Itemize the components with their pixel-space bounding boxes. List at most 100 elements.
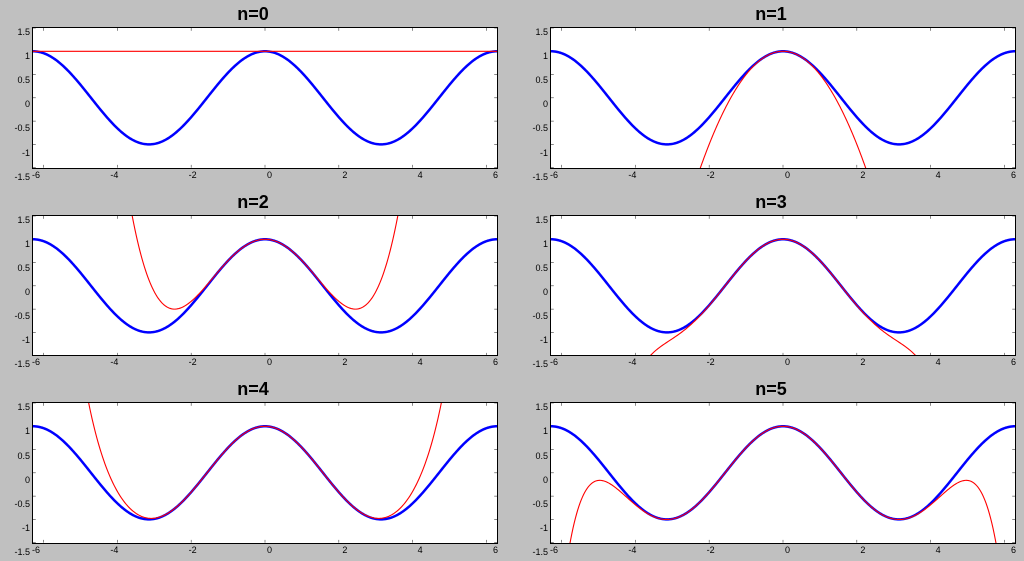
x-tick-label: 2 — [342, 545, 347, 557]
y-tick-label: 0 — [8, 475, 30, 485]
y-tick-label: -0.5 — [526, 311, 548, 321]
y-tick-label: -1.5 — [526, 359, 548, 369]
x-tick-label: -6 — [550, 545, 558, 557]
y-axis-labels: 1.510.50-0.5-1-1.5 — [8, 27, 32, 182]
x-tick-label: -4 — [628, 545, 636, 557]
taylor-line — [611, 239, 954, 355]
x-tick-label: -2 — [707, 357, 715, 369]
subplot-n1: n=1 1.510.50-0.5-1-1.5 -6-4-20246 — [526, 4, 1016, 182]
y-tick-label: 1 — [8, 51, 30, 61]
y-tick-label: -1.5 — [526, 547, 548, 557]
x-tick-label: -6 — [32, 170, 40, 182]
y-tick-label: 1.5 — [8, 402, 30, 412]
y-tick-label: -1 — [526, 335, 548, 345]
subplot-title: n=5 — [526, 379, 1016, 400]
x-axis-labels: -6-4-20246 — [32, 544, 498, 557]
x-axis-labels: -6-4-20246 — [550, 544, 1016, 557]
plot-area: 1.510.50-0.5-1-1.5 -6-4-20246 — [526, 402, 1016, 557]
x-tick-label: -2 — [707, 170, 715, 182]
x-tick-label: 0 — [785, 357, 790, 369]
y-axis-labels: 1.510.50-0.5-1-1.5 — [526, 215, 550, 370]
y-tick-label: 1.5 — [8, 27, 30, 37]
cosine-line — [551, 239, 1015, 332]
y-tick-label: 0 — [8, 287, 30, 297]
x-axis-labels: -6-4-20246 — [32, 169, 498, 182]
y-tick-label: -1.5 — [8, 359, 30, 369]
subplot-title: n=4 — [8, 379, 498, 400]
y-tick-label: 1.5 — [526, 27, 548, 37]
x-tick-label: -2 — [707, 545, 715, 557]
y-tick-label: -1 — [526, 523, 548, 533]
plot-canvas — [550, 402, 1016, 544]
plot-canvas — [32, 402, 498, 544]
x-tick-label: 2 — [860, 357, 865, 369]
y-tick-label: -0.5 — [526, 499, 548, 509]
cosine-line — [551, 51, 1015, 144]
x-tick-label: 4 — [418, 357, 423, 369]
taylor-line — [70, 403, 460, 518]
x-tick-label: 4 — [418, 170, 423, 182]
x-tick-label: -4 — [628, 357, 636, 369]
taylor-line — [554, 427, 1011, 543]
y-tick-label: -1.5 — [8, 547, 30, 557]
y-tick-label: -1 — [526, 148, 548, 158]
cosine-line — [551, 427, 1015, 520]
x-tick-label: -4 — [628, 170, 636, 182]
x-tick-label: 0 — [785, 545, 790, 557]
x-tick-label: -4 — [110, 357, 118, 369]
x-axis-labels: -6-4-20246 — [550, 169, 1016, 182]
x-axis-labels: -6-4-20246 — [550, 356, 1016, 369]
x-tick-label: 0 — [267, 545, 272, 557]
plot-canvas — [32, 215, 498, 357]
x-tick-label: 6 — [1011, 545, 1016, 557]
y-tick-label: -1.5 — [8, 172, 30, 182]
x-tick-label: -2 — [189, 545, 197, 557]
x-tick-label: 4 — [936, 357, 941, 369]
subplot-n2: n=2 1.510.50-0.5-1-1.5 -6-4-20246 — [8, 192, 498, 370]
x-tick-label: -2 — [189, 170, 197, 182]
x-tick-label: 2 — [860, 170, 865, 182]
x-tick-label: -6 — [550, 170, 558, 182]
cosine-line — [33, 427, 497, 520]
y-tick-label: -0.5 — [526, 123, 548, 133]
y-tick-label: 0.5 — [526, 75, 548, 85]
x-tick-label: 0 — [785, 170, 790, 182]
y-tick-label: 0.5 — [526, 263, 548, 273]
subplot-n0: n=0 1.510.50-0.5-1-1.5 -6-4-20246 — [8, 4, 498, 182]
y-tick-label: -1 — [8, 148, 30, 158]
y-tick-label: 1 — [526, 51, 548, 61]
y-tick-label: 1 — [526, 239, 548, 249]
x-axis-labels: -6-4-20246 — [32, 356, 498, 369]
x-tick-label: -6 — [32, 357, 40, 369]
x-tick-label: 6 — [1011, 357, 1016, 369]
plot-area: 1.510.50-0.5-1-1.5 -6-4-20246 — [8, 215, 498, 370]
x-tick-label: -4 — [110, 170, 118, 182]
y-tick-label: -0.5 — [8, 311, 30, 321]
y-tick-label: -1 — [8, 335, 30, 345]
x-tick-label: 4 — [936, 170, 941, 182]
subplot-n4: n=4 1.510.50-0.5-1-1.5 -6-4-20246 — [8, 379, 498, 557]
taylor-line — [661, 51, 905, 167]
taylor-line — [113, 216, 417, 309]
y-tick-label: -0.5 — [8, 123, 30, 133]
y-axis-labels: 1.510.50-0.5-1-1.5 — [526, 27, 550, 182]
subplot-n3: n=3 1.510.50-0.5-1-1.5 -6-4-20246 — [526, 192, 1016, 370]
cosine-line — [33, 51, 497, 144]
y-tick-label: 1.5 — [526, 402, 548, 412]
y-tick-label: 1.5 — [8, 215, 30, 225]
plot-area: 1.510.50-0.5-1-1.5 -6-4-20246 — [526, 27, 1016, 182]
plot-canvas — [550, 27, 1016, 169]
y-axis-labels: 1.510.50-0.5-1-1.5 — [8, 402, 32, 557]
y-tick-label: 1 — [8, 426, 30, 436]
x-tick-label: 4 — [936, 545, 941, 557]
x-tick-label: 0 — [267, 170, 272, 182]
plot-area: 1.510.50-0.5-1-1.5 -6-4-20246 — [8, 402, 498, 557]
y-tick-label: 0 — [526, 475, 548, 485]
subplot-n5: n=5 1.510.50-0.5-1-1.5 -6-4-20246 — [526, 379, 1016, 557]
y-tick-label: 0.5 — [8, 451, 30, 461]
plot-canvas — [32, 27, 498, 169]
x-tick-label: 4 — [418, 545, 423, 557]
plot-area: 1.510.50-0.5-1-1.5 -6-4-20246 — [8, 27, 498, 182]
plot-canvas — [550, 215, 1016, 357]
y-axis-labels: 1.510.50-0.5-1-1.5 — [8, 215, 32, 370]
